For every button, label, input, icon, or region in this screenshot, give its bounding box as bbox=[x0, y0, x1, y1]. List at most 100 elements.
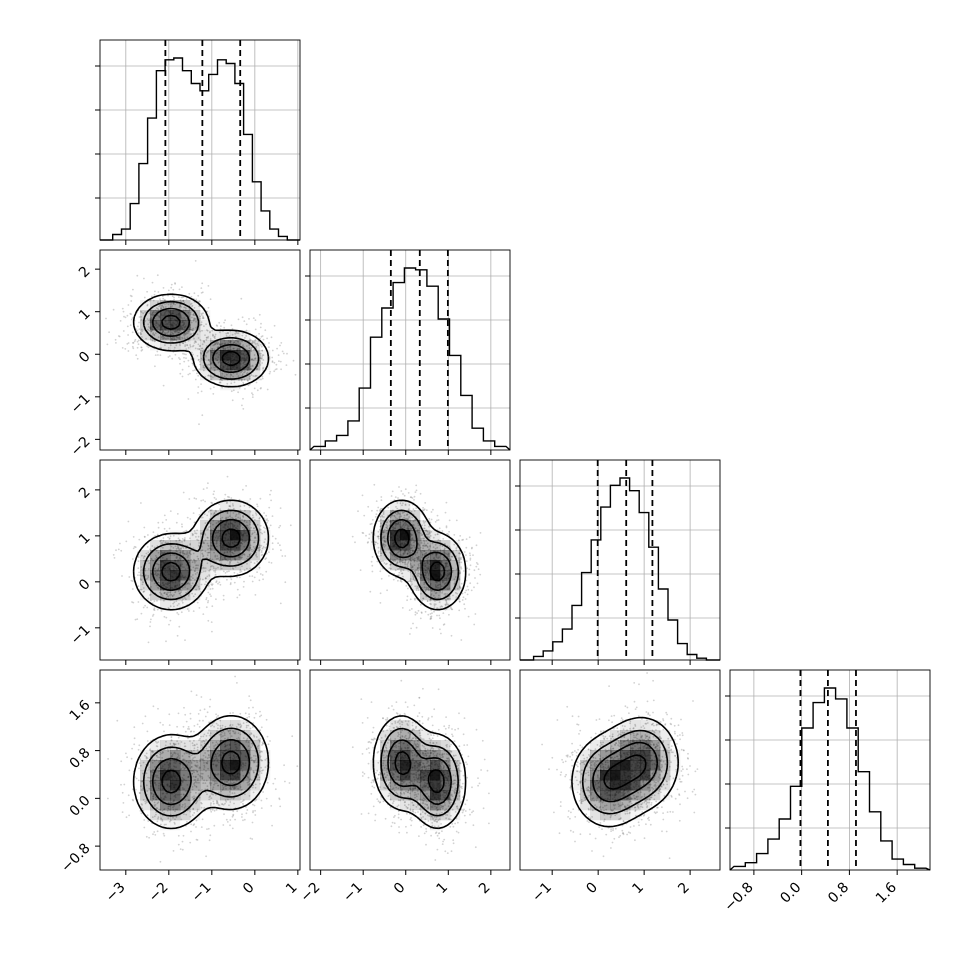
scatter-point bbox=[261, 349, 264, 352]
scatter-point bbox=[260, 322, 262, 325]
scatter-point bbox=[407, 587, 409, 590]
scatter-point bbox=[182, 300, 185, 302]
scatter-point bbox=[207, 619, 210, 622]
scatter-point bbox=[121, 307, 124, 310]
density-cell bbox=[170, 300, 181, 311]
scatter-point bbox=[230, 390, 233, 393]
scatter-point bbox=[190, 830, 192, 833]
scatter-point bbox=[163, 337, 166, 339]
scatter-point bbox=[156, 586, 159, 589]
scatter-point bbox=[228, 570, 230, 573]
scatter-point bbox=[223, 813, 225, 816]
scatter-point bbox=[251, 364, 254, 367]
scatter-point bbox=[168, 537, 171, 540]
scatter-point bbox=[178, 343, 181, 345]
scatter-point bbox=[196, 333, 199, 336]
scatter-point bbox=[216, 343, 219, 345]
scatter-point bbox=[256, 389, 259, 392]
scatter-point bbox=[189, 518, 192, 520]
scatter-point bbox=[170, 302, 173, 304]
scatter-point bbox=[156, 274, 159, 277]
scatter-point bbox=[410, 496, 413, 499]
scatter-point bbox=[403, 494, 406, 497]
scatter-point bbox=[174, 330, 176, 333]
scatter-point bbox=[406, 595, 409, 598]
density-cell bbox=[170, 310, 181, 321]
scatter-point bbox=[434, 521, 437, 523]
scatter-point bbox=[172, 333, 175, 335]
scatter-point bbox=[139, 331, 142, 334]
scatter-point bbox=[236, 332, 238, 334]
scatter-point bbox=[194, 369, 196, 372]
scatter-point bbox=[221, 379, 223, 382]
scatter-point bbox=[181, 342, 184, 344]
density-cell bbox=[250, 340, 261, 351]
density-cell bbox=[190, 320, 201, 331]
scatter-point bbox=[410, 608, 413, 610]
scatter-point bbox=[124, 348, 127, 350]
scatter-point bbox=[468, 552, 471, 555]
scatter-point bbox=[386, 589, 388, 592]
scatter-point bbox=[242, 586, 245, 588]
scatter-point bbox=[170, 283, 173, 286]
scatter-point bbox=[262, 359, 265, 361]
scatter-point bbox=[257, 344, 260, 347]
scatter-point bbox=[253, 387, 256, 390]
scatter-point bbox=[175, 521, 178, 524]
density-cell bbox=[250, 360, 261, 371]
scatter-point bbox=[178, 357, 180, 359]
scatter-point bbox=[140, 612, 143, 615]
contour-level bbox=[161, 314, 241, 366]
scatter-point bbox=[192, 313, 195, 316]
scatter-point bbox=[154, 834, 157, 836]
scatter-point bbox=[199, 351, 202, 354]
scatter-point bbox=[149, 625, 151, 628]
scatter-point bbox=[140, 316, 143, 318]
scatter-point bbox=[138, 571, 141, 574]
scatter-point bbox=[209, 331, 211, 334]
scatter-point bbox=[251, 838, 254, 840]
scatter-point bbox=[151, 580, 153, 583]
scatter-point bbox=[438, 614, 441, 617]
density-cell bbox=[210, 530, 221, 541]
scatter-point bbox=[214, 333, 217, 336]
scatter-point bbox=[153, 600, 156, 603]
scatter-point bbox=[164, 344, 166, 347]
scatter-point bbox=[279, 344, 281, 347]
scatter-point bbox=[137, 339, 140, 342]
scatter-point bbox=[152, 531, 155, 534]
scatter-point bbox=[165, 337, 167, 340]
scatter-point bbox=[126, 314, 129, 317]
scatter-point bbox=[241, 334, 244, 337]
scatter-point bbox=[157, 307, 159, 310]
scatter-point bbox=[207, 544, 210, 547]
scatter-point bbox=[160, 307, 163, 310]
scatter-point bbox=[461, 592, 464, 595]
scatter-point bbox=[146, 546, 149, 548]
scatter-point bbox=[176, 634, 179, 637]
scatter-point bbox=[183, 337, 186, 339]
scatter-point bbox=[198, 368, 201, 371]
scatter-point bbox=[209, 362, 212, 364]
scatter-point bbox=[248, 347, 251, 350]
scatter-point bbox=[272, 782, 275, 785]
density-cell bbox=[150, 570, 161, 581]
scatter-point bbox=[266, 337, 268, 340]
scatter-point bbox=[153, 334, 156, 337]
scatter-point bbox=[210, 583, 213, 586]
scatter-point bbox=[131, 558, 134, 560]
scatter-point bbox=[251, 821, 254, 824]
scatter-point bbox=[207, 366, 210, 369]
scatter-point bbox=[250, 374, 253, 376]
scatter-point bbox=[479, 532, 482, 534]
scatter-point bbox=[143, 536, 146, 538]
scatter-point bbox=[153, 831, 156, 833]
scatter-point bbox=[273, 370, 276, 373]
scatter-point bbox=[205, 323, 208, 326]
scatter-point bbox=[284, 581, 287, 584]
scatter-point bbox=[252, 341, 255, 344]
scatter-point bbox=[136, 274, 139, 277]
density-cell bbox=[160, 310, 171, 321]
scatter-point bbox=[441, 530, 444, 532]
density-cell bbox=[170, 530, 180, 540]
